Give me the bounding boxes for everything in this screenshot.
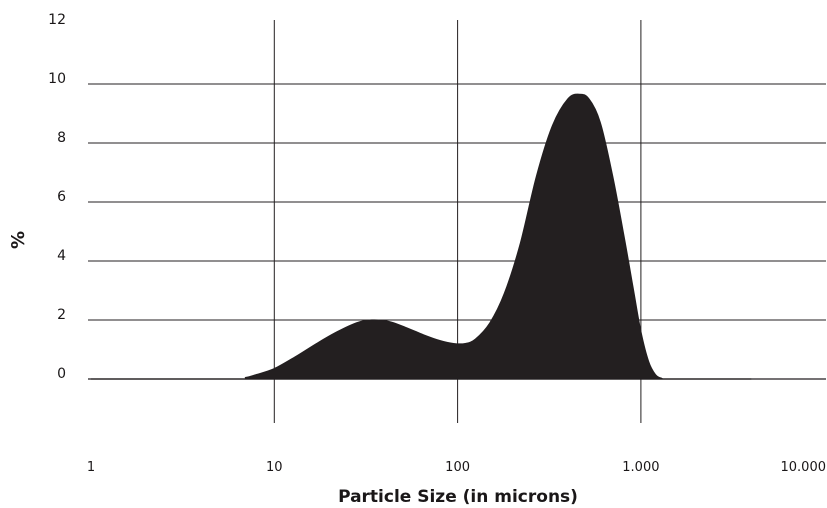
x-tick-10000: 10.000 — [781, 460, 827, 475]
x-tick-1000: 1.000 — [622, 460, 659, 475]
y-tick-2: 2 — [57, 307, 66, 323]
series-area-0 — [90, 93, 752, 380]
series-area-group — [90, 93, 752, 380]
y-tick-10: 10 — [48, 71, 66, 87]
x-tick-labels: 1 10 100 1.000 10.000 — [87, 460, 826, 475]
y-tick-0: 0 — [57, 366, 66, 382]
x-axis-label: Particle Size (in microns) — [338, 487, 578, 507]
y-tick-labels: 0 2 4 6 8 10 12 — [48, 12, 66, 382]
y-tick-8: 8 — [57, 130, 66, 146]
y-tick-12: 12 — [48, 12, 66, 28]
x-tick-10: 10 — [266, 460, 283, 475]
x-tick-100: 100 — [445, 460, 470, 475]
y-tick-6: 6 — [57, 189, 66, 205]
y-axis-label: % — [8, 231, 29, 249]
y-tick-4: 4 — [57, 248, 66, 264]
x-tick-1: 1 — [87, 460, 95, 475]
